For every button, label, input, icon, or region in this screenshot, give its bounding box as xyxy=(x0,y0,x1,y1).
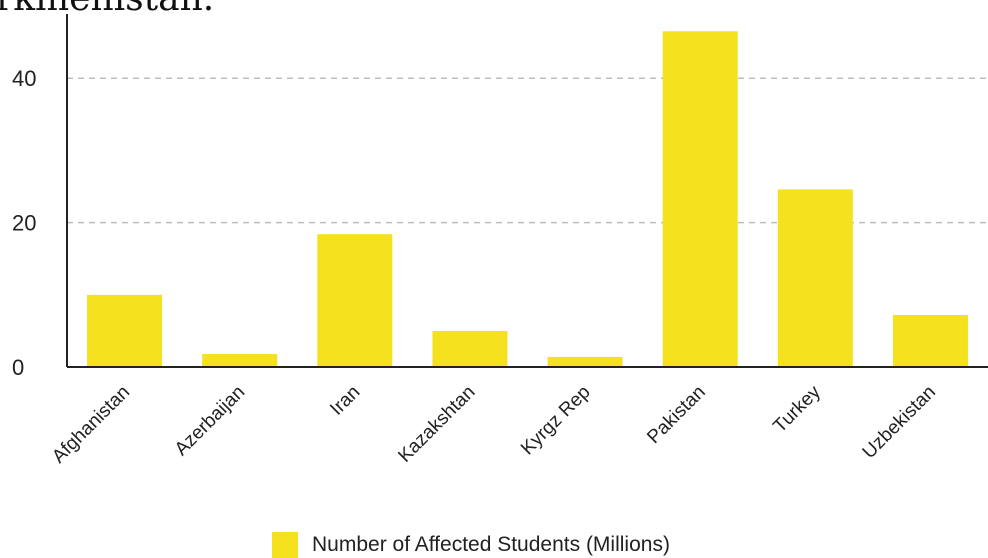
bar-chart: 0 20 40 Afghanistan Azerbaijan Iran Kazakshta… xyxy=(12,14,988,468)
x-tick-label-pakistan: Pakistan xyxy=(643,382,709,448)
x-tick-label-afghanistan: Afghanistan xyxy=(48,382,134,468)
y-tick-label-20: 20 xyxy=(12,211,36,236)
x-tick-label-iran: Iran xyxy=(326,382,364,420)
x-tick-label-turkey: Turkey xyxy=(769,381,825,437)
bar-uzbekistan xyxy=(892,315,968,367)
x-tick-labels: Afghanistan Azerbaijan Iran Kazakshtan Kyrgz… xyxy=(48,381,940,467)
y-tick-label-0: 0 xyxy=(12,355,24,380)
bar-iran xyxy=(317,234,393,367)
x-tick-label-azerbaijan: Azerbaijan xyxy=(171,382,249,460)
bar-azerbaijan xyxy=(202,354,278,367)
x-tick-label-kyrgz-rep: Kyrgz Rep xyxy=(517,382,595,460)
chart-caption: rkmenistan. xyxy=(0,0,214,19)
bars xyxy=(87,31,968,368)
bar-afghanistan xyxy=(87,294,163,367)
y-tick-labels: 0 20 40 xyxy=(12,66,36,380)
legend-label: Number of Affected Students (Millions) xyxy=(312,533,670,556)
legend-swatch xyxy=(272,532,298,558)
bar-turkey xyxy=(777,189,853,367)
x-tick-label-uzbekistan: Uzbekistan xyxy=(859,382,940,463)
bar-kyrgz-rep xyxy=(547,356,623,367)
bar-pakistan xyxy=(662,31,738,368)
axes xyxy=(66,14,988,368)
legend: Number of Affected Students (Millions) xyxy=(272,532,670,558)
bar-kazakshtan xyxy=(432,330,508,367)
y-tick-label-40: 40 xyxy=(12,66,36,91)
x-tick-label-kazakshtan: Kazakshtan xyxy=(394,382,479,467)
